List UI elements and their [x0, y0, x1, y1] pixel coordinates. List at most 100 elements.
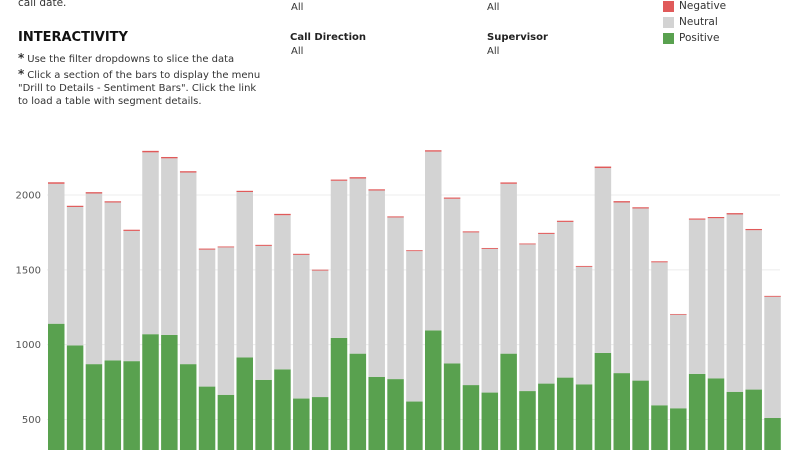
- bar-segment-positive[interactable]: [293, 398, 310, 450]
- bar-segment-neutral[interactable]: [85, 193, 103, 365]
- bar-segment-negative[interactable]: [293, 253, 310, 255]
- bar-segment-positive[interactable]: [500, 353, 517, 450]
- bar-segment-positive[interactable]: [764, 418, 781, 450]
- bar-segment-negative[interactable]: [575, 265, 593, 267]
- bar-segment-negative[interactable]: [462, 231, 480, 233]
- bar-segment-negative[interactable]: [707, 217, 725, 219]
- bar-segment-neutral[interactable]: [425, 151, 442, 331]
- bar-segment-negative[interactable]: [179, 171, 197, 173]
- bar-segment-negative[interactable]: [481, 247, 499, 249]
- bar-segment-negative[interactable]: [48, 182, 65, 184]
- bar-segment-neutral[interactable]: [387, 217, 404, 380]
- bar-segment-negative[interactable]: [123, 229, 140, 231]
- bar-segment-neutral[interactable]: [443, 198, 461, 364]
- bar-segment-positive[interactable]: [538, 383, 555, 450]
- bar-segment-positive[interactable]: [255, 379, 272, 450]
- bar-segment-negative[interactable]: [66, 205, 84, 207]
- bar-segment-neutral[interactable]: [48, 183, 65, 324]
- bar-segment-neutral[interactable]: [632, 208, 649, 381]
- bar-segment-positive[interactable]: [613, 373, 631, 450]
- bar-segment-positive[interactable]: [349, 353, 367, 450]
- bar-segment-neutral[interactable]: [274, 215, 291, 370]
- bar-segment-positive[interactable]: [236, 357, 254, 450]
- bar-segment-positive[interactable]: [85, 364, 103, 450]
- bar-segment-positive[interactable]: [104, 360, 122, 450]
- bar-segment-negative[interactable]: [387, 216, 404, 218]
- bar-segment-positive[interactable]: [330, 337, 348, 450]
- bar-segment-positive[interactable]: [142, 334, 159, 450]
- bar-segment-neutral[interactable]: [349, 178, 367, 354]
- bar-segment-positive[interactable]: [179, 364, 197, 450]
- bar-segment-neutral[interactable]: [406, 251, 423, 402]
- bar-segment-positive[interactable]: [519, 391, 536, 450]
- bar-segment-negative[interactable]: [217, 246, 235, 248]
- bar-segment-positive[interactable]: [66, 345, 84, 450]
- bar-segment-negative[interactable]: [161, 156, 178, 159]
- bar-segment-neutral[interactable]: [688, 219, 706, 374]
- bar-segment-neutral[interactable]: [575, 266, 593, 385]
- bar-segment-neutral[interactable]: [293, 254, 310, 399]
- bar-segment-positive[interactable]: [670, 408, 687, 450]
- bar-segment-positive[interactable]: [481, 392, 499, 450]
- bar-segment-negative[interactable]: [236, 190, 254, 193]
- bar-segment-neutral[interactable]: [255, 245, 272, 380]
- bar-segment-neutral[interactable]: [179, 172, 197, 365]
- bar-segment-positive[interactable]: [368, 376, 385, 450]
- bar-segment-negative[interactable]: [142, 150, 159, 153]
- bar-segment-positive[interactable]: [575, 384, 593, 450]
- bar-segment-neutral[interactable]: [311, 270, 329, 398]
- bar-segment-neutral[interactable]: [707, 218, 725, 379]
- filter-dropdown-1[interactable]: All: [291, 2, 304, 13]
- bar-segment-positive[interactable]: [707, 378, 725, 450]
- bar-segment-neutral[interactable]: [613, 202, 631, 374]
- bar-segment-neutral[interactable]: [66, 206, 84, 346]
- bar-segment-negative[interactable]: [255, 244, 272, 246]
- bar-segment-negative[interactable]: [651, 261, 668, 263]
- bar-segment-positive[interactable]: [688, 373, 706, 450]
- bar-segment-negative[interactable]: [764, 295, 781, 297]
- bar-segment-negative[interactable]: [349, 177, 367, 179]
- bar-segment-neutral[interactable]: [161, 158, 178, 335]
- bar-segment-negative[interactable]: [198, 248, 216, 250]
- bar-segment-negative[interactable]: [688, 218, 706, 220]
- bar-segment-negative[interactable]: [85, 192, 103, 194]
- bar-segment-neutral[interactable]: [481, 248, 499, 393]
- bar-segment-neutral[interactable]: [236, 192, 254, 358]
- bar-segment-negative[interactable]: [425, 150, 442, 152]
- bar-segment-positive[interactable]: [556, 377, 574, 450]
- bar-segment-neutral[interactable]: [198, 249, 216, 387]
- legend-item-positive[interactable]: Positive: [663, 32, 719, 44]
- bar-segment-neutral[interactable]: [745, 230, 762, 390]
- bar-segment-negative[interactable]: [406, 250, 423, 252]
- bar-segment-positive[interactable]: [745, 389, 762, 450]
- bar-segment-neutral[interactable]: [519, 244, 536, 392]
- bar-segment-negative[interactable]: [500, 182, 517, 184]
- bar-segment-positive[interactable]: [594, 352, 612, 450]
- bar-segment-positive[interactable]: [425, 330, 442, 450]
- bar-segment-neutral[interactable]: [556, 221, 574, 378]
- bar-segment-positive[interactable]: [462, 385, 480, 450]
- bar-segment-negative[interactable]: [594, 166, 612, 169]
- bar-segment-neutral[interactable]: [726, 214, 744, 392]
- bar-segment-neutral[interactable]: [500, 183, 517, 354]
- bar-segment-neutral[interactable]: [764, 296, 781, 419]
- bar-segment-negative[interactable]: [104, 201, 122, 203]
- bar-segment-negative[interactable]: [519, 243, 536, 245]
- legend-item-neutral[interactable]: Neutral: [663, 16, 718, 28]
- bar-segment-neutral[interactable]: [594, 168, 612, 353]
- bar-segment-positive[interactable]: [123, 361, 140, 450]
- bar-segment-positive[interactable]: [161, 334, 178, 450]
- bar-segment-negative[interactable]: [632, 207, 649, 209]
- bar-segment-neutral[interactable]: [670, 314, 687, 409]
- bar-segment-positive[interactable]: [311, 397, 329, 450]
- bar-segment-positive[interactable]: [217, 394, 235, 450]
- bar-segment-negative[interactable]: [613, 201, 631, 203]
- legend-item-negative[interactable]: Negative: [663, 0, 726, 12]
- bar-segment-negative[interactable]: [670, 313, 687, 315]
- bar-segment-neutral[interactable]: [142, 152, 159, 335]
- call-direction-dropdown[interactable]: All: [291, 46, 304, 57]
- bar-segment-positive[interactable]: [48, 323, 65, 450]
- bar-segment-neutral[interactable]: [123, 230, 140, 362]
- bar-segment-positive[interactable]: [406, 401, 423, 450]
- bar-segment-negative[interactable]: [443, 197, 461, 199]
